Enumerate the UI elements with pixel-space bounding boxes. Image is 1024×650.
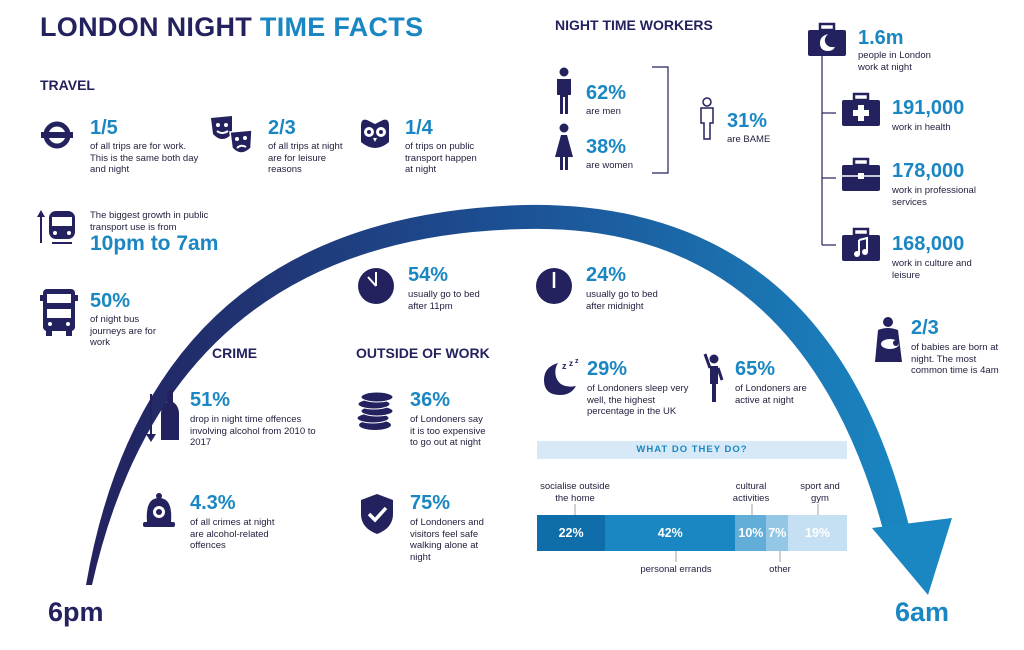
crime-heading: CRIME (212, 345, 258, 361)
bame-person-icon (697, 97, 717, 141)
train-icon (37, 209, 79, 245)
theatre-masks-icon (208, 114, 256, 162)
briefcase-moon-icon (806, 22, 848, 58)
segment-label-other: other (769, 564, 791, 575)
outside-fact-1-text: of Londoners say it is too expensive to … (410, 414, 486, 448)
travel-fact-3-text: of trips on public transport happen at n… (405, 141, 477, 175)
bed-fact-1-text: usually go to bed after 11pm (408, 289, 480, 312)
men-text: are men (586, 106, 621, 117)
travel-heading: TRAVEL (40, 77, 95, 93)
crime-fact-2-value: 4.3% (190, 492, 236, 514)
babies-value: 2/3 (911, 317, 939, 339)
bar-segment-0: 22% (537, 515, 606, 551)
travel-fact-3-value: 1/4 (405, 117, 433, 139)
sector-1-text: people in London work at night (858, 50, 931, 73)
sector-4-text: work in culture and leisure (892, 258, 972, 281)
sector-3-value: 178,000 (892, 160, 965, 182)
outside-fact-2-text: of Londoners and visitors feel safe walk… (410, 517, 484, 563)
clock-11-icon (356, 266, 396, 306)
active-value: 65% (735, 358, 776, 380)
segment-label-socialise: socialise outside the home (540, 481, 610, 504)
segment-label-sport: sport and gym (800, 481, 840, 504)
crime-fact-1-text: drop in night time offences involving al… (190, 414, 316, 448)
police-helmet-icon (139, 492, 179, 532)
bar-segment-1: 42% (605, 515, 736, 551)
mother-baby-icon (872, 316, 906, 364)
bar-segment-2: 10% (735, 515, 767, 551)
sleep-text: of Londoners sleep very well, the highes… (587, 383, 689, 417)
underground-roundel-icon (40, 120, 74, 150)
svg-text:z: z (562, 361, 567, 371)
bame-text: are BAME (727, 134, 771, 145)
end-time: 6am (895, 597, 950, 627)
coins-icon (355, 391, 399, 431)
outside-work-heading: OUTSIDE OF WORK (356, 345, 490, 361)
bus-value: 50% (90, 290, 131, 312)
growth-value: 10pm to 7am (90, 232, 219, 255)
crime-fact-2-text: of all crimes at night are alcohol-relat… (190, 517, 275, 551)
bottle-icon (145, 388, 183, 444)
travel-fact-2-text: of all trips at night are for leisure re… (268, 141, 343, 175)
woman-icon (553, 123, 575, 171)
bus-icon (40, 287, 78, 337)
travel-fact-2-value: 2/3 (268, 117, 296, 139)
women-text: are women (586, 160, 633, 171)
sector-4-value: 168,000 (892, 233, 965, 255)
sleep-value: 29% (587, 358, 628, 380)
bar-segment-3: 7% (766, 515, 789, 551)
segment-label-cultural: cultural activities (732, 481, 770, 504)
crime-fact-1-value: 51% (190, 389, 231, 411)
bed-fact-2-text: usually go to bed after midnight (586, 289, 658, 312)
medical-case-icon (840, 92, 882, 128)
women-value: 38% (586, 136, 627, 158)
shield-check-icon (358, 492, 396, 536)
men-value: 62% (586, 82, 627, 104)
sector-1-value: 1.6m (858, 27, 904, 49)
man-icon (553, 67, 575, 115)
outside-fact-2-value: 75% (410, 492, 451, 514)
bar-segment-4: 19% (788, 515, 847, 551)
outside-fact-1-value: 36% (410, 389, 451, 411)
svg-text:z: z (569, 359, 573, 368)
segment-label-errands: personal errands (640, 564, 712, 575)
sectors-connector (821, 55, 836, 246)
svg-text:z: z (575, 358, 579, 365)
sector-2-text: work in health (892, 122, 951, 133)
active-person-icon (703, 352, 725, 404)
what-they-do-bar: 22% 42% 10% 7% 19% (537, 515, 847, 551)
bame-value: 31% (727, 110, 768, 132)
bed-fact-2-value: 24% (586, 264, 627, 286)
briefcase-icon (840, 157, 882, 193)
bed-fact-1-value: 54% (408, 264, 449, 286)
sector-2-value: 191,000 (892, 97, 965, 119)
owl-icon (357, 116, 393, 152)
page-title: LONDON NIGHT TIME FACTS (40, 12, 424, 42)
start-time: 6pm (48, 597, 104, 627)
workers-bracket (652, 66, 669, 174)
active-text: of Londoners are active at night (735, 383, 807, 406)
growth-text: The biggest growth in public transport u… (90, 210, 209, 233)
travel-fact-1-value: 1/5 (90, 117, 118, 139)
sector-3-text: work in professional services (892, 185, 976, 208)
bar-leader-lines (574, 504, 819, 562)
babies-text: of babies are born at night. The most co… (911, 342, 999, 376)
what-they-do-banner: WHAT DO THEY DO? (537, 441, 847, 459)
clock-12-icon (534, 266, 574, 306)
travel-fact-1-text: of all trips are for work. This is the s… (90, 141, 199, 175)
music-case-icon (840, 227, 882, 263)
workers-heading: NIGHT TIME WORKERS (555, 17, 713, 33)
bus-text: of night bus journeys are for work (90, 314, 157, 348)
